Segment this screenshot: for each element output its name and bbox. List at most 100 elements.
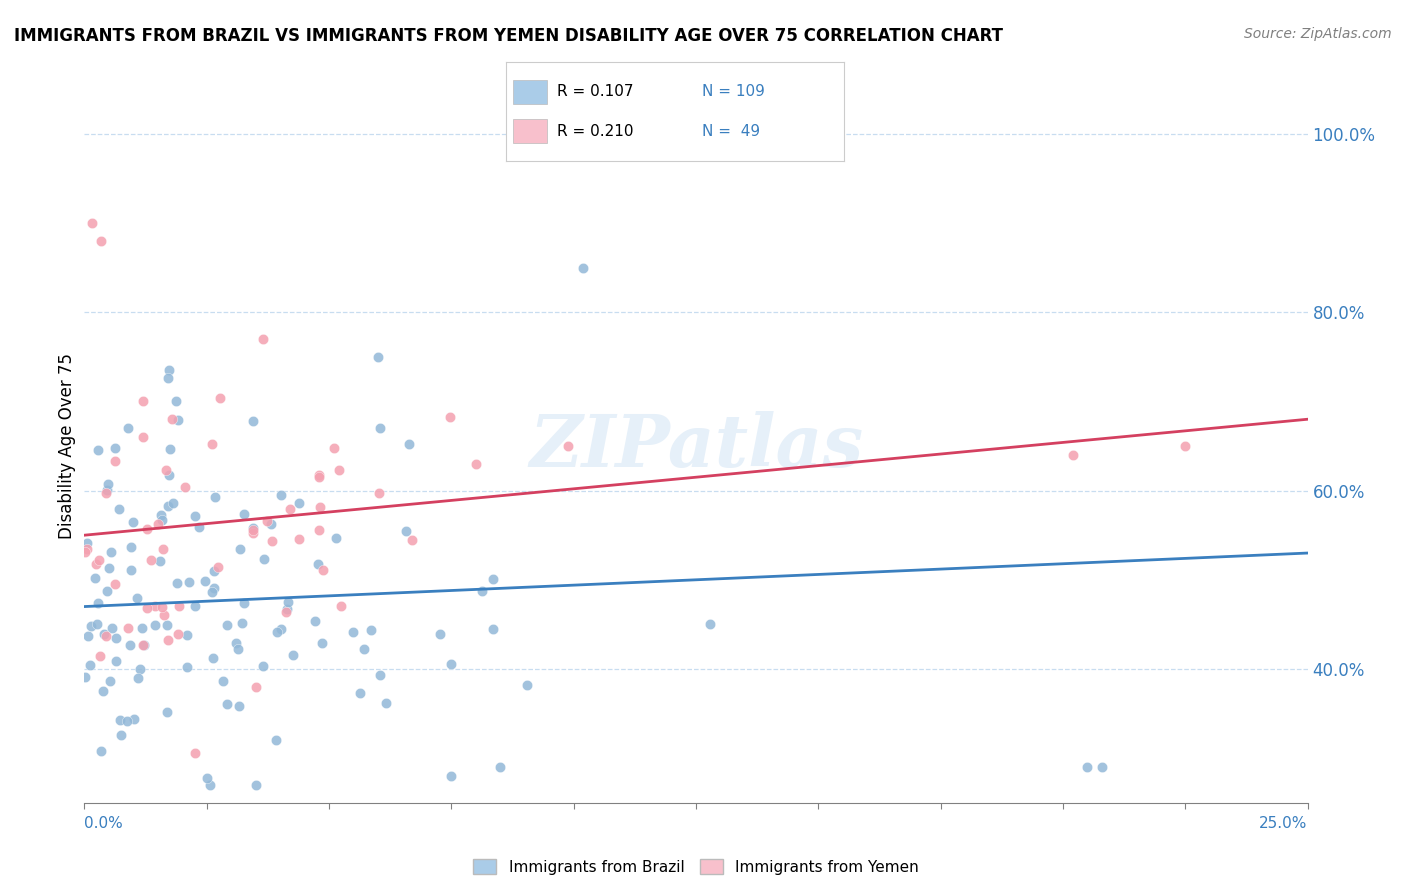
Point (104, 453, 127, 467)
Point (1062, 448, 1084, 462)
Point (309, 500, 332, 514)
Point (162, 496, 184, 510)
Point (184, 599, 207, 613)
Point (96, 584, 118, 599)
Point (84, 571, 107, 585)
Point (132, 394, 155, 409)
Point (157, 363, 180, 377)
Point (308, 468, 330, 483)
Text: Source: ZipAtlas.com: Source: ZipAtlas.com (1244, 27, 1392, 41)
Point (188, 520, 211, 534)
Text: R = 0.107: R = 0.107 (557, 85, 633, 99)
Point (120, 541, 142, 555)
Point (165, 394, 187, 409)
Point (252, 551, 274, 566)
Point (482, 622, 505, 636)
Point (1076, 760, 1098, 774)
Point (143, 618, 166, 632)
Point (124, 712, 146, 726)
Point (152, 541, 174, 556)
Point (184, 746, 207, 760)
Point (76, 629, 98, 643)
Point (131, 621, 153, 635)
Point (101, 622, 124, 636)
Point (93, 627, 115, 641)
Point (242, 414, 264, 428)
Point (1091, 760, 1114, 774)
Point (153, 607, 176, 622)
Point (278, 502, 301, 516)
Point (572, 260, 595, 275)
Point (115, 714, 138, 728)
Point (217, 697, 239, 711)
Point (207, 559, 229, 574)
Point (368, 486, 391, 500)
Point (166, 413, 188, 427)
Point (245, 778, 267, 792)
Point (97, 477, 120, 491)
Point (375, 697, 398, 711)
Point (330, 599, 353, 614)
Point (141, 553, 163, 567)
Point (173, 480, 195, 494)
Point (699, 617, 721, 632)
Point (150, 513, 173, 527)
Point (204, 490, 226, 504)
Point (311, 636, 333, 650)
Point (167, 599, 190, 614)
Text: 0.0%: 0.0% (84, 816, 124, 831)
Point (91, 684, 114, 698)
Point (80, 619, 103, 633)
Point (342, 625, 364, 640)
Point (287, 496, 309, 510)
Point (98, 561, 121, 575)
Point (215, 618, 238, 632)
Point (84, 557, 107, 571)
Point (370, 421, 392, 435)
Point (76, 541, 98, 556)
Point (157, 467, 180, 482)
Point (120, 639, 142, 653)
Point (516, 678, 538, 692)
Point (242, 525, 264, 540)
Point (90, 744, 112, 758)
Point (143, 599, 166, 614)
Point (439, 409, 461, 424)
Point (149, 554, 172, 568)
Point (209, 391, 232, 405)
Point (312, 563, 335, 577)
Point (368, 667, 391, 681)
Point (471, 583, 494, 598)
Point (429, 627, 451, 641)
Text: ZIPatlas: ZIPatlas (529, 410, 863, 482)
Point (86, 616, 108, 631)
Legend: Immigrants from Brazil, Immigrants from Yemen: Immigrants from Brazil, Immigrants from … (467, 853, 925, 880)
Point (156, 705, 179, 719)
Point (110, 728, 132, 742)
Point (107, 502, 129, 516)
Point (242, 521, 264, 535)
Point (132, 638, 155, 652)
Point (464, 457, 486, 471)
Point (288, 532, 311, 546)
Point (177, 574, 200, 589)
Point (307, 557, 329, 571)
Point (167, 627, 190, 641)
Point (98, 674, 121, 689)
Point (121, 515, 143, 529)
Point (100, 545, 122, 559)
Point (256, 514, 278, 528)
Point (198, 778, 221, 792)
Point (184, 509, 207, 524)
Point (150, 508, 173, 523)
Y-axis label: Disability Age Over 75: Disability Age Over 75 (58, 353, 76, 539)
Point (194, 574, 217, 589)
Point (104, 632, 127, 646)
Point (1174, 439, 1197, 453)
Point (157, 632, 180, 647)
Point (79, 658, 101, 673)
Point (252, 332, 274, 346)
Point (228, 699, 250, 714)
Point (353, 642, 375, 657)
Point (440, 769, 463, 783)
